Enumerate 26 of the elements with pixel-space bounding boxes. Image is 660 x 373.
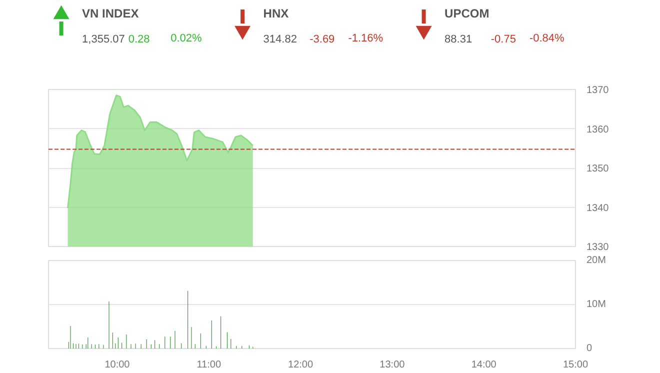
x-tick-label: 13:00 xyxy=(380,360,406,370)
y-tick-label: 1360 xyxy=(586,124,610,136)
y-tick-label: 1330 xyxy=(586,242,610,253)
y-tick-label: 0 xyxy=(586,343,592,354)
data-label: 314.82 xyxy=(263,34,297,46)
data-label: -0.84% xyxy=(529,32,565,44)
category-label: HNX xyxy=(263,6,289,20)
category-label: UPCOM xyxy=(444,6,490,20)
data-label: -0.75 xyxy=(490,34,516,46)
data-label: 88.31 xyxy=(444,34,472,46)
y-tick-label: 1350 xyxy=(586,164,610,174)
x-tick-label: 10:00 xyxy=(104,360,130,370)
category-label: VN INDEX xyxy=(82,6,139,20)
y-tick-label: 10M xyxy=(586,299,606,310)
x-tick-label: 14:00 xyxy=(471,360,497,370)
data-label: 0.02% xyxy=(170,32,202,44)
x-tick-label: 11:00 xyxy=(196,360,222,370)
y-tick-label: 1340 xyxy=(586,202,610,214)
data-label: -3.69 xyxy=(310,34,335,46)
y-tick-label: 1370 xyxy=(586,85,610,96)
x-tick-label: 12:00 xyxy=(288,360,314,370)
data-label: 0.28 xyxy=(128,34,150,46)
x-tick-label: 15:00 xyxy=(562,360,588,370)
data-label: -1.16% xyxy=(348,32,384,44)
y-tick-label: 20M xyxy=(586,255,606,266)
data-label: 1,355.07 xyxy=(82,34,125,46)
